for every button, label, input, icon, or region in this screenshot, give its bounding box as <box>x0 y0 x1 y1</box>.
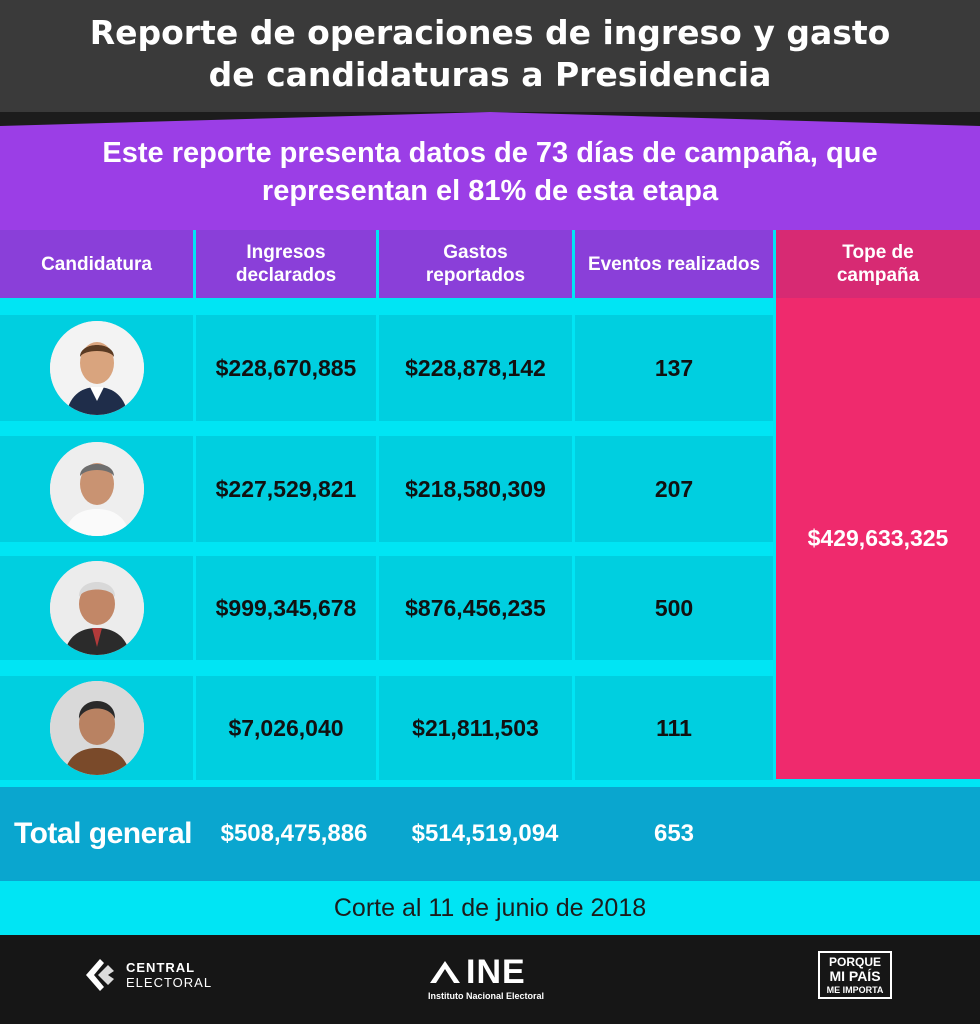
central-line-1: CENTRAL <box>126 960 196 975</box>
mipais-line-2: MI PAÍS <box>829 968 881 984</box>
column-header-eventos: Eventos realizados <box>575 230 773 298</box>
row-2-gastos: $218,580,309 <box>379 436 572 542</box>
page-title-line-2: de candidaturas a Presidencia <box>208 55 772 94</box>
avatar <box>49 561 144 655</box>
row-4-eventos: 111 <box>575 676 773 780</box>
ine-full-name: Instituto Nacional Electoral <box>428 991 545 1001</box>
row-4-ingresos: $7,026,040 <box>196 676 376 780</box>
mipais-line-3: ME IMPORTA <box>826 985 884 995</box>
central-electoral-logo: CENTRAL ELECTORAL <box>82 955 212 995</box>
row-1-eventos: 137 <box>575 315 773 421</box>
ine-icon <box>430 961 460 983</box>
candidate-photo-cell <box>0 556 193 660</box>
ine-name: INE <box>466 953 526 991</box>
subtitle-line-2: representan el 81% de esta etapa <box>261 175 719 207</box>
total-ingresos: $508,475,886 <box>220 820 368 847</box>
candidate-photo-cell <box>0 436 193 542</box>
avatar <box>49 321 144 415</box>
avatar <box>49 442 144 536</box>
mipais-line-1: PORQUE <box>828 955 881 969</box>
cutoff-date: Corte al 11 de junio de 2018 <box>333 893 647 922</box>
subtitle-banner: Este reporte presenta datos de 73 días d… <box>0 112 980 230</box>
candidate-photo-cell <box>0 315 193 421</box>
candidate-photo-cell <box>0 676 193 780</box>
row-3-gastos: $876,456,235 <box>379 556 572 660</box>
total-eventos: 653 <box>653 820 695 847</box>
row-3-eventos: 500 <box>575 556 773 660</box>
ine-logo: INE Instituto Nacional Electoral <box>428 955 544 1001</box>
row-4-gastos: $21,811,503 <box>379 676 572 780</box>
mi-pais-me-importa-logo: PORQUE MI PAÍS ME IMPORTA <box>818 951 892 999</box>
page-title-line-1: Reporte de operaciones de ingreso y gast… <box>89 13 891 52</box>
footer <box>0 935 980 1024</box>
column-header-candidatura: Candidatura <box>0 230 193 298</box>
column-header-gastos: Gastos reportados <box>379 230 572 298</box>
total-gastos: $514,519,094 <box>411 820 559 847</box>
avatar <box>49 681 144 775</box>
page-header: Reporte de operaciones de ingreso y gast… <box>0 0 980 112</box>
row-3-ingresos: $999,345,678 <box>196 556 376 660</box>
row-1-ingresos: $228,670,885 <box>196 315 376 421</box>
column-header-tope: Tope de campaña <box>776 230 980 298</box>
total-label: Total general <box>14 817 192 850</box>
total-row <box>0 787 980 881</box>
row-2-ingresos: $227,529,821 <box>196 436 376 542</box>
central-electoral-icon <box>86 959 114 991</box>
column-header-ingresos: Ingresos declarados <box>196 230 376 298</box>
central-line-2: ELECTORAL <box>126 975 213 990</box>
row-2-eventos: 207 <box>575 436 773 542</box>
subtitle-line-1: Este reporte presenta datos de 73 días d… <box>102 137 878 169</box>
row-1-gastos: $228,878,142 <box>379 315 572 421</box>
tope-de-campana-value: $429,633,325 <box>776 298 980 779</box>
